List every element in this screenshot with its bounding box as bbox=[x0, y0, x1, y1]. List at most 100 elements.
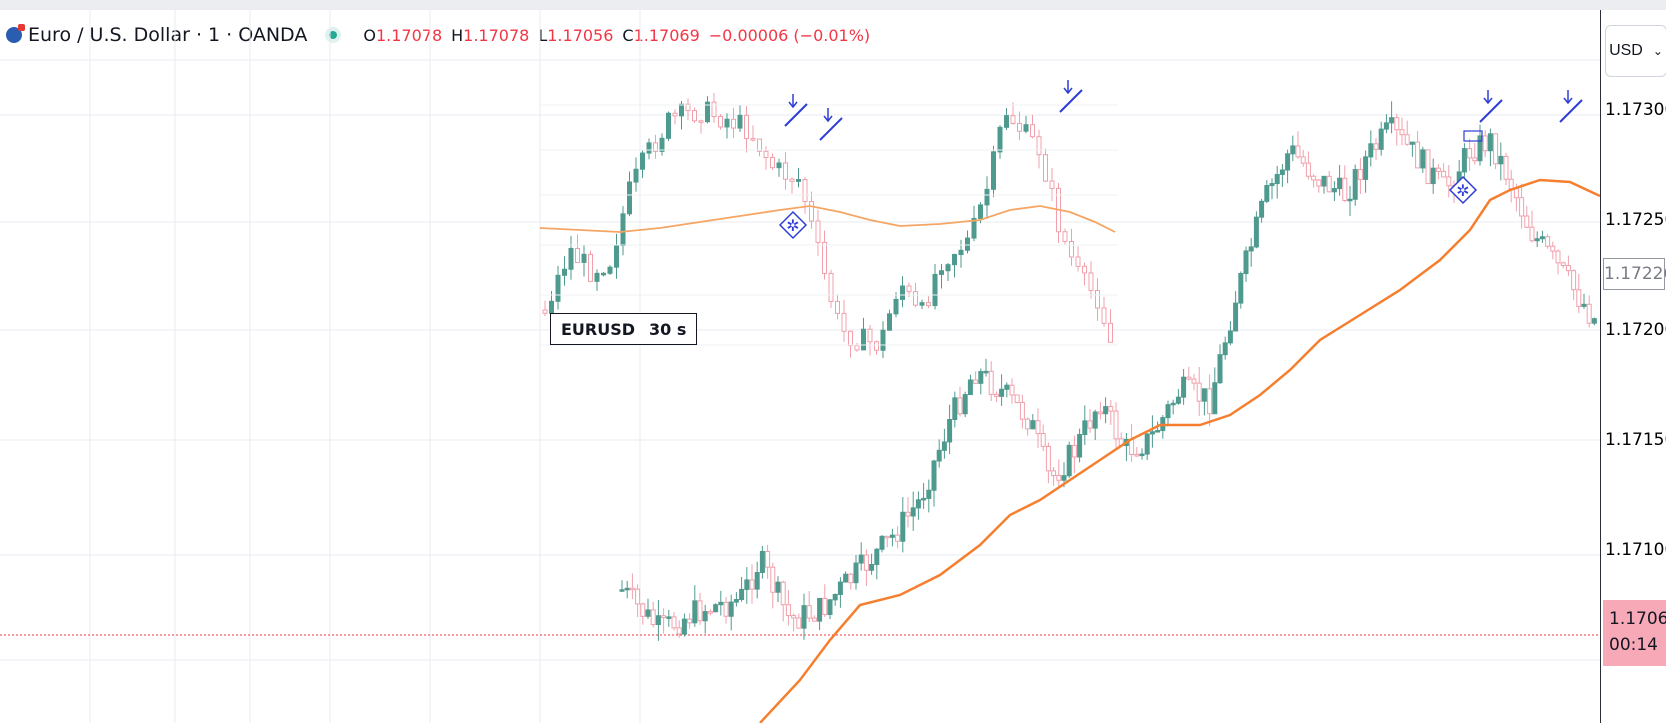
candle-body bbox=[1196, 382, 1202, 402]
candle-body bbox=[739, 588, 745, 601]
inset-candle-body bbox=[984, 188, 990, 206]
candle-body bbox=[1498, 155, 1504, 165]
candle-body bbox=[1248, 246, 1254, 252]
candle-body bbox=[687, 618, 693, 624]
candle-body bbox=[895, 534, 901, 542]
candle-body bbox=[629, 587, 635, 591]
axis-tick-label: 1.17300 bbox=[1605, 100, 1666, 120]
candle-body bbox=[1352, 169, 1358, 200]
candle-body bbox=[655, 615, 661, 626]
inset-candle-body bbox=[750, 138, 756, 141]
axis-tick-label: 1.17200 bbox=[1605, 320, 1666, 340]
candle-body bbox=[1238, 273, 1244, 304]
candle-body bbox=[1472, 157, 1478, 162]
candle-body bbox=[879, 535, 885, 550]
signal-arrow-head bbox=[1563, 97, 1573, 105]
chart-header: Euro / U.S. Dollar · 1 · OANDA O 1.17078 … bbox=[0, 20, 879, 50]
inset-candle-body bbox=[1095, 289, 1100, 309]
candle-body bbox=[759, 550, 765, 574]
candle-body bbox=[1175, 396, 1181, 404]
inset-candle-body bbox=[614, 245, 619, 268]
candle-body bbox=[947, 418, 953, 443]
candle-body bbox=[692, 600, 698, 624]
inset-candle-body bbox=[731, 118, 736, 129]
market-open-status-icon[interactable] bbox=[325, 27, 342, 43]
candle-body bbox=[978, 371, 984, 384]
signal-arrow-head bbox=[1483, 97, 1493, 105]
candle-body bbox=[874, 548, 880, 565]
candle-body bbox=[843, 573, 849, 583]
signal-arrow-head bbox=[1063, 87, 1073, 95]
inset-candle-body bbox=[1004, 115, 1009, 128]
candle-body bbox=[718, 601, 724, 606]
candle-body bbox=[1576, 289, 1582, 307]
signal-slant-line bbox=[1559, 99, 1583, 123]
candle-body bbox=[962, 394, 968, 415]
inset-symbol-label: EURUSD 30 s bbox=[550, 313, 698, 345]
candle-body bbox=[1066, 444, 1072, 477]
inset-candle-body bbox=[932, 273, 938, 307]
candle-body bbox=[889, 534, 895, 538]
inset-candle-body bbox=[646, 142, 652, 154]
candle-body bbox=[1550, 245, 1556, 252]
inset-candle-body bbox=[958, 249, 964, 256]
inset-candle-body bbox=[757, 138, 762, 152]
candle-body bbox=[1295, 145, 1301, 158]
symbol-flag-icon[interactable] bbox=[6, 24, 25, 43]
inset-candle-body bbox=[1075, 256, 1081, 267]
candle-body bbox=[1467, 148, 1473, 159]
inset-candle-body bbox=[887, 313, 892, 331]
candle-body bbox=[754, 572, 760, 590]
current-price-tag: 1.17069 00:14 bbox=[1603, 600, 1666, 666]
diamond-marker-icon bbox=[778, 210, 808, 240]
inset-candle-body bbox=[776, 162, 782, 169]
candle-body bbox=[921, 497, 927, 501]
diamond-star-icon: ✲ bbox=[786, 216, 799, 235]
candle-body bbox=[999, 388, 1005, 397]
inset-candle-body bbox=[601, 272, 606, 276]
inset-candle-body bbox=[627, 181, 632, 215]
currency-selector[interactable]: USD ⌄ bbox=[1605, 25, 1666, 77]
ohlc-close-value: 1.17069 bbox=[633, 25, 700, 45]
inset-candle-body bbox=[919, 302, 925, 306]
inset-candle-body bbox=[880, 329, 886, 351]
price-chart-canvas[interactable]: ✲✲ bbox=[0, 10, 1600, 723]
candle-body bbox=[1186, 376, 1192, 380]
candle-body bbox=[1134, 453, 1140, 457]
candle-body bbox=[1092, 411, 1098, 429]
axis-tick-label: 1.17250 bbox=[1605, 210, 1666, 230]
candle-body bbox=[941, 441, 947, 451]
inset-candle-body bbox=[1101, 307, 1107, 324]
candle-body bbox=[1591, 318, 1597, 324]
ohlc-low-value: 1.17056 bbox=[547, 25, 614, 45]
candle-body bbox=[1129, 438, 1135, 455]
inset-candle-body bbox=[1036, 136, 1042, 156]
inset-candle-body bbox=[562, 268, 567, 276]
candle-body bbox=[1446, 176, 1452, 187]
diamond-marker-icon bbox=[1448, 175, 1478, 205]
candle-body bbox=[1149, 431, 1155, 435]
candle-body bbox=[801, 605, 807, 629]
candle-body bbox=[640, 603, 646, 617]
inset-candle-body bbox=[542, 309, 548, 314]
candle-body bbox=[1253, 216, 1259, 248]
candle-body bbox=[1009, 384, 1015, 396]
inset-candle-body bbox=[906, 285, 912, 293]
candle-body bbox=[1227, 330, 1233, 344]
candle-body bbox=[1378, 128, 1384, 150]
candle-body bbox=[1217, 354, 1223, 384]
candle-body bbox=[952, 397, 958, 420]
candle-body bbox=[1503, 155, 1509, 180]
candle-body bbox=[1071, 444, 1077, 458]
candle-body bbox=[1337, 177, 1343, 190]
axis-tick-label: 1.17150 bbox=[1605, 430, 1666, 450]
candle-body bbox=[1487, 133, 1493, 152]
signal-slant-line bbox=[1059, 89, 1083, 113]
candle-body bbox=[1004, 384, 1010, 390]
candle-body bbox=[733, 599, 739, 603]
symbol-title[interactable]: Euro / U.S. Dollar · 1 · OANDA bbox=[28, 24, 308, 46]
candle-body bbox=[1420, 149, 1426, 169]
candle-body bbox=[1508, 178, 1514, 190]
inset-candle-body bbox=[653, 142, 658, 152]
candle-body bbox=[1493, 133, 1499, 165]
